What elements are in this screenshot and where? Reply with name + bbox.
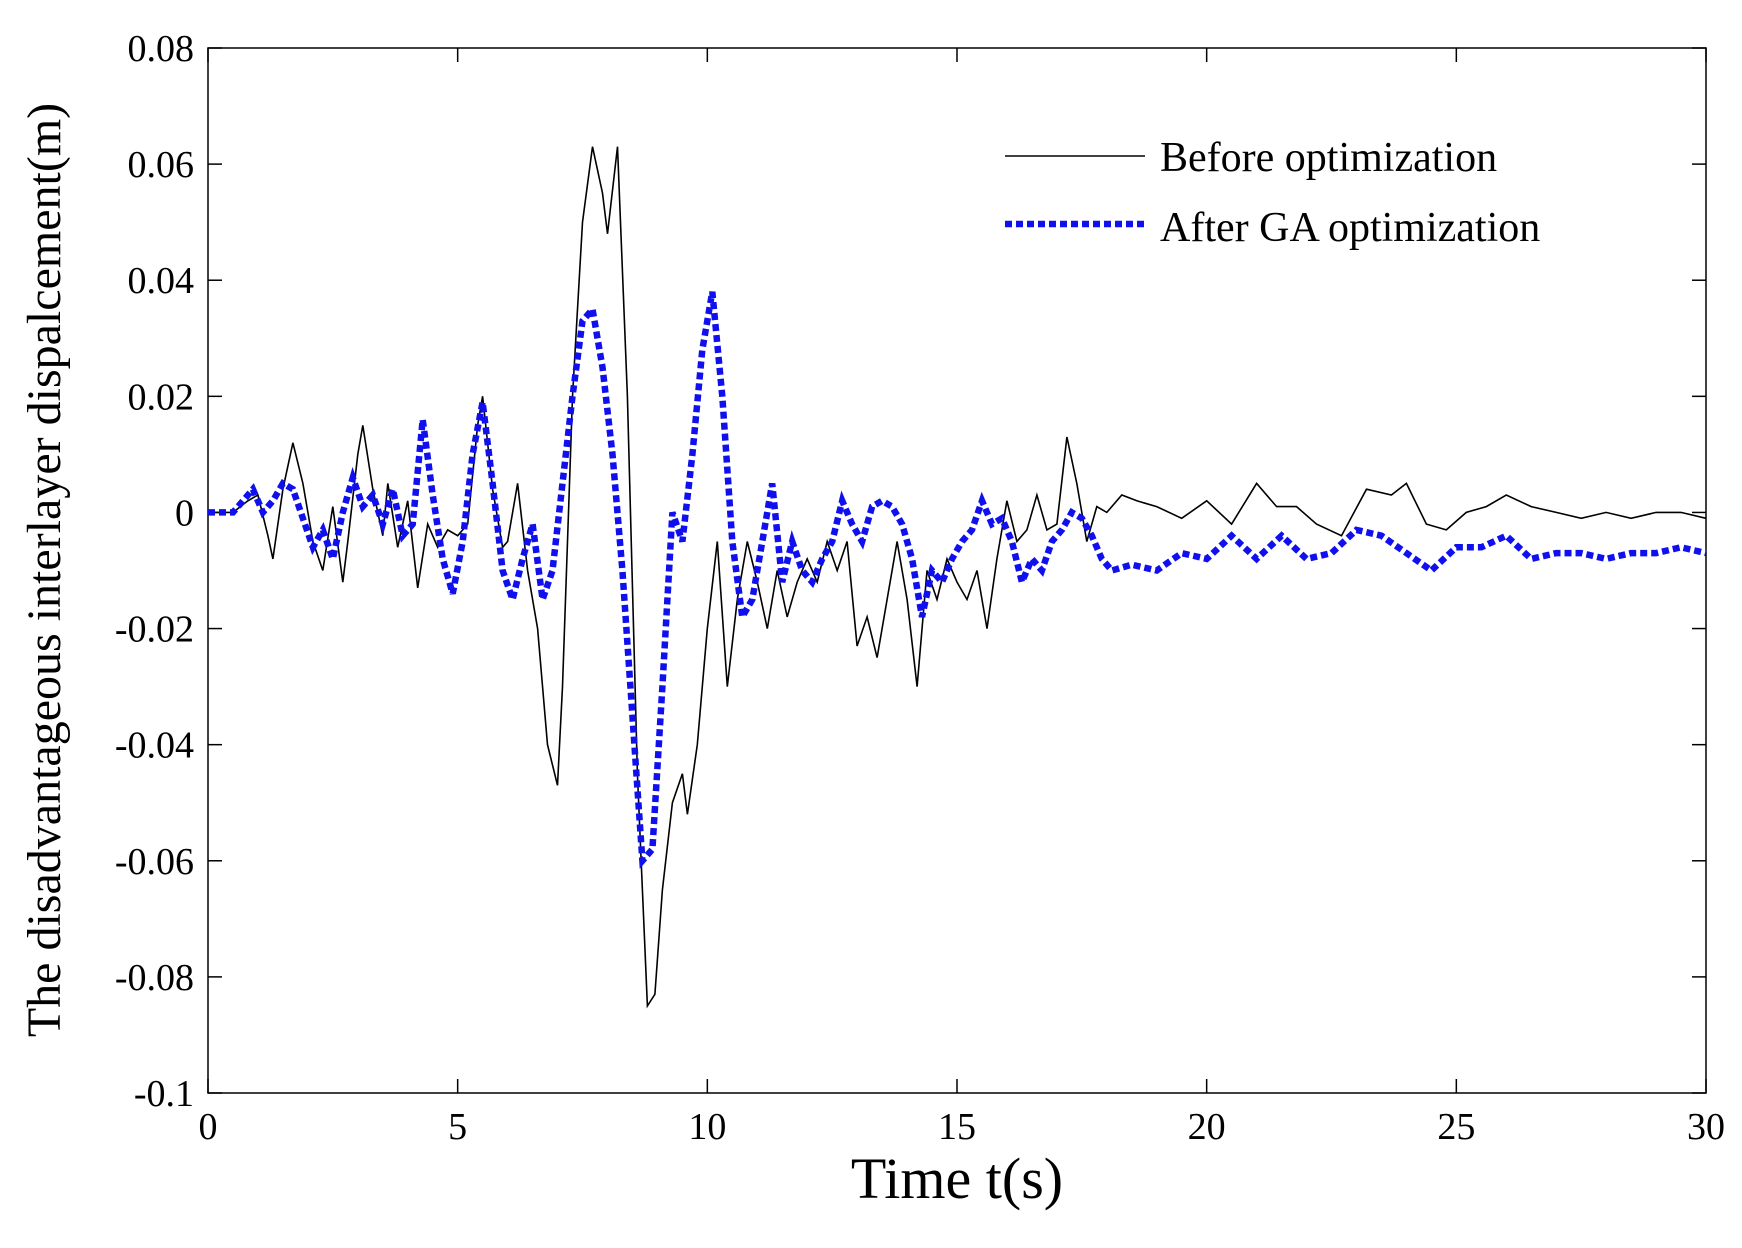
series-line-before (208, 146, 1707, 1009)
y-tick-label: -0.02 (115, 609, 194, 651)
x-tick-label: 5 (448, 1106, 467, 1148)
y-tick-label: 0.02 (128, 376, 195, 418)
x-tick-label: 25 (1437, 1106, 1475, 1148)
series-line-after (208, 291, 1707, 869)
y-tick-label: 0.04 (128, 260, 195, 302)
y-tick-label: 0.08 (128, 28, 195, 70)
series-layer (208, 146, 1707, 1009)
x-tick-label: 15 (938, 1106, 976, 1148)
y-tick-label: -0.06 (115, 841, 194, 883)
legend-label-before: Before optimization (1160, 135, 1497, 181)
x-axis: 0 5 10 15 20 25 30 (199, 48, 1725, 1148)
x-tick-label: 20 (1188, 1106, 1226, 1148)
y-tick-label: -0.1 (134, 1073, 194, 1115)
y-axis-title: The disadvantageous interlayer dispalcem… (18, 103, 71, 1037)
y-tick-label: -0.08 (115, 957, 194, 999)
x-axis-title: Time t(s) (851, 1146, 1063, 1211)
y-axis: -0.1 -0.08 -0.06 -0.04 -0.02 0 0.02 0.04 0.06 0.0… (115, 28, 1706, 1115)
y-tick-label: -0.04 (115, 725, 194, 767)
x-tick-label: 0 (199, 1106, 218, 1148)
x-tick-label: 10 (688, 1106, 726, 1148)
y-tick-label: 0.06 (128, 144, 195, 186)
legend: Before optimization After GA optimizatio… (1005, 135, 1540, 251)
x-tick-label: 30 (1687, 1106, 1725, 1148)
legend-label-after: After GA optimization (1160, 205, 1540, 251)
y-tick-label: 0 (175, 492, 194, 534)
